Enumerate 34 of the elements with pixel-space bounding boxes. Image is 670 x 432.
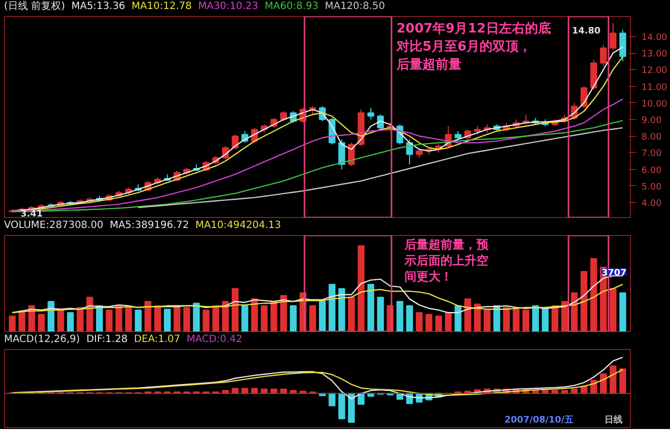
- y-tick-label: 11.00: [642, 82, 668, 93]
- text: MA10:12.78: [132, 1, 192, 12]
- y-tick-label: 12.00: [642, 66, 668, 76]
- text: MA30:10.23: [198, 1, 258, 12]
- y-tick-label: 8.00: [642, 132, 662, 143]
- chart-title: MACD(12,26,9): [4, 334, 80, 345]
- y-tick-label: 9.00: [642, 116, 662, 126]
- y-tick-label: 14.00: [642, 32, 668, 43]
- y-tick-label: 5.00: [642, 182, 662, 192]
- annotation: 后量超前量，预: [404, 238, 490, 252]
- text: MA60:8.93: [264, 1, 318, 12]
- text: DIF:1.28: [86, 334, 128, 345]
- text: MA5:13.36: [71, 1, 126, 12]
- chart-title: VOLUME:287308.00: [4, 220, 104, 231]
- annotation: 日线: [604, 414, 622, 426]
- annotation: 2007/08/10/五: [504, 414, 574, 426]
- y-tick-label: 10.00: [642, 99, 668, 110]
- y-tick-label: 6.00: [642, 166, 662, 176]
- annotation: 14.80: [572, 26, 600, 36]
- chart-title: (日线 前复权): [4, 1, 65, 12]
- annotation: 对比5月至6月的双顶，: [396, 40, 532, 54]
- text: MA10:494204.13: [195, 220, 281, 231]
- annotation: 3.41: [20, 210, 43, 220]
- text: MACD:0.42: [186, 334, 242, 345]
- text: MA120:8.50: [324, 1, 386, 12]
- text: DEA:1.07: [134, 334, 180, 345]
- annotation: 间更大！: [404, 270, 452, 284]
- y-tick-label: 13.00: [642, 50, 668, 60]
- y-tick-label: 7.00: [642, 149, 662, 160]
- text: MA5:389196.72: [110, 220, 189, 231]
- annotation: 后量超前量: [396, 56, 462, 72]
- annotation: 示后面的上升空: [404, 254, 488, 268]
- y-tick-label: 4.00: [642, 199, 662, 210]
- annotation: 2007年9月12日左右的底: [396, 20, 551, 36]
